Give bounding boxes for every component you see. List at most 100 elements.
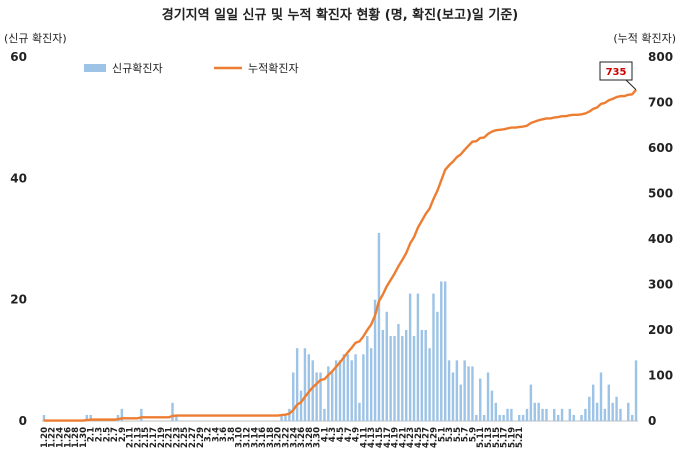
- x-tick-label: 2.25: [180, 427, 190, 448]
- new-cases-bar: [377, 232, 381, 421]
- x-tick-label: 4.21: [398, 427, 408, 448]
- new-cases-bar: [393, 336, 396, 421]
- x-tick-label: 2.5: [102, 427, 112, 442]
- x-tick-label: 5.9: [468, 427, 478, 442]
- x-tick-label: 3.26: [297, 427, 307, 448]
- new-cases-bar: [311, 360, 314, 421]
- x-tick-label: 5.3: [445, 427, 455, 442]
- new-cases-bar: [615, 396, 618, 421]
- x-tick-label: 2.7: [110, 427, 120, 442]
- right-y-ticks: 0 100 200 300 400 500 600 700 800: [648, 50, 673, 428]
- x-tick-label: 4.13: [367, 427, 377, 448]
- new-cases-bar: [354, 354, 357, 421]
- new-cases-bar: [455, 360, 459, 421]
- x-tick-label: 4.17: [383, 427, 393, 448]
- x-tick-label: 2.21: [165, 427, 175, 448]
- new-cases-bar: [373, 299, 377, 421]
- new-cases-bar: [420, 330, 424, 421]
- x-tick-labels: 1.201.221.241.261.281.302.12.32.52.72.92…: [40, 427, 525, 448]
- callout-label: 735: [606, 67, 627, 78]
- cumulative-line: [43, 88, 637, 422]
- x-tick-label: 1.30: [79, 427, 89, 448]
- new-cases-bar: [428, 348, 431, 421]
- new-cases-bar: [572, 414, 575, 421]
- x-tick-label: 2.13: [133, 427, 143, 448]
- x-tick-label: 1.20: [40, 427, 50, 448]
- new-cases-bar: [521, 414, 525, 421]
- x-tick-label: 5.1: [437, 427, 447, 442]
- new-cases-bar: [171, 402, 174, 421]
- x-tick-label: 4.3: [328, 427, 338, 442]
- new-cases-bar: [416, 293, 420, 421]
- new-cases-bar: [280, 414, 283, 421]
- new-cases-bar: [385, 311, 388, 421]
- new-cases-bar: [292, 372, 295, 421]
- x-tick-label: 2.17: [149, 427, 159, 448]
- new-cases-bar: [295, 348, 299, 421]
- new-cases-bar: [366, 336, 369, 421]
- new-cases-bar: [541, 408, 544, 421]
- legend-bar-label: 신규확진자: [112, 62, 163, 75]
- x-tick-label: 5.21: [515, 427, 525, 448]
- x-tick-label: 4.25: [414, 427, 424, 448]
- new-cases-bar: [592, 384, 595, 421]
- new-cases-bar: [303, 348, 307, 421]
- x-tick-label: 3.2: [204, 427, 214, 442]
- new-cases-bar: [334, 360, 338, 421]
- new-cases-bar: [120, 408, 124, 421]
- new-cases-bar: [342, 354, 346, 421]
- new-cases-bar: [338, 360, 342, 421]
- x-tick-label: 2.27: [188, 427, 198, 448]
- x-tick-label: 2.19: [157, 427, 167, 448]
- x-tick-label: 2.1: [87, 427, 97, 442]
- right-y-tick-label: 600: [648, 141, 673, 155]
- x-tick-label: 4.29: [429, 427, 439, 448]
- new-cases-bar: [362, 354, 365, 421]
- new-cases-bar: [284, 414, 287, 421]
- legend-bar-swatch: [84, 64, 106, 72]
- new-cases-bar: [358, 402, 361, 421]
- new-cases-bar: [560, 408, 564, 421]
- right-y-tick-label: 700: [648, 96, 673, 110]
- legend: 신규확진자 누적확진자: [84, 62, 299, 75]
- x-tick-label: 3.14: [250, 427, 260, 448]
- x-tick-label: 3.4: [211, 427, 221, 442]
- new-cases-bar: [447, 360, 451, 421]
- x-tick-label: 2.23: [172, 427, 182, 448]
- new-cases-bar: [401, 336, 404, 421]
- new-cases-bar: [634, 360, 638, 421]
- right-y-tick-label: 400: [648, 232, 673, 246]
- new-cases-bar: [506, 408, 509, 421]
- x-tick-label: 4.5: [336, 427, 346, 442]
- new-cases-bar: [479, 378, 482, 421]
- new-cases-bar: [494, 402, 498, 421]
- x-tick-label: 4.9: [352, 427, 362, 442]
- new-cases-bar: [432, 293, 435, 421]
- new-cases-bar: [517, 414, 521, 421]
- x-tick-label: 3.18: [266, 427, 276, 448]
- x-tick-label: 5.15: [492, 427, 502, 448]
- new-cases-bar: [381, 330, 385, 421]
- x-tick-label: 5.11: [476, 427, 486, 448]
- new-cases-bar: [556, 414, 560, 421]
- new-cases-bar: [85, 414, 89, 421]
- x-tick-label: 3.24: [289, 427, 299, 448]
- bar-series: [42, 232, 638, 421]
- x-tick-label: 5.13: [484, 427, 494, 448]
- chart-title: 경기지역 일일 신규 및 누적 확진자 현황 (명, 확진(보고)일 기준): [162, 7, 518, 23]
- new-cases-bar: [412, 336, 416, 421]
- new-cases-bar: [319, 372, 322, 421]
- x-tick-label: 5.17: [500, 427, 510, 448]
- end-value-callout: 735: [599, 61, 637, 91]
- x-tick-label: 2.3: [94, 427, 104, 442]
- left-y-tick-label: 20: [10, 293, 27, 307]
- new-cases-bar: [175, 414, 178, 421]
- right-y-tick-label: 0: [648, 414, 656, 428]
- x-tick-label: 2.9: [118, 427, 128, 442]
- new-cases-bar: [611, 402, 614, 421]
- new-cases-bar: [533, 402, 536, 421]
- left-y-tick-label: 40: [10, 171, 27, 185]
- new-cases-bar: [443, 281, 447, 421]
- new-cases-bar: [331, 372, 334, 421]
